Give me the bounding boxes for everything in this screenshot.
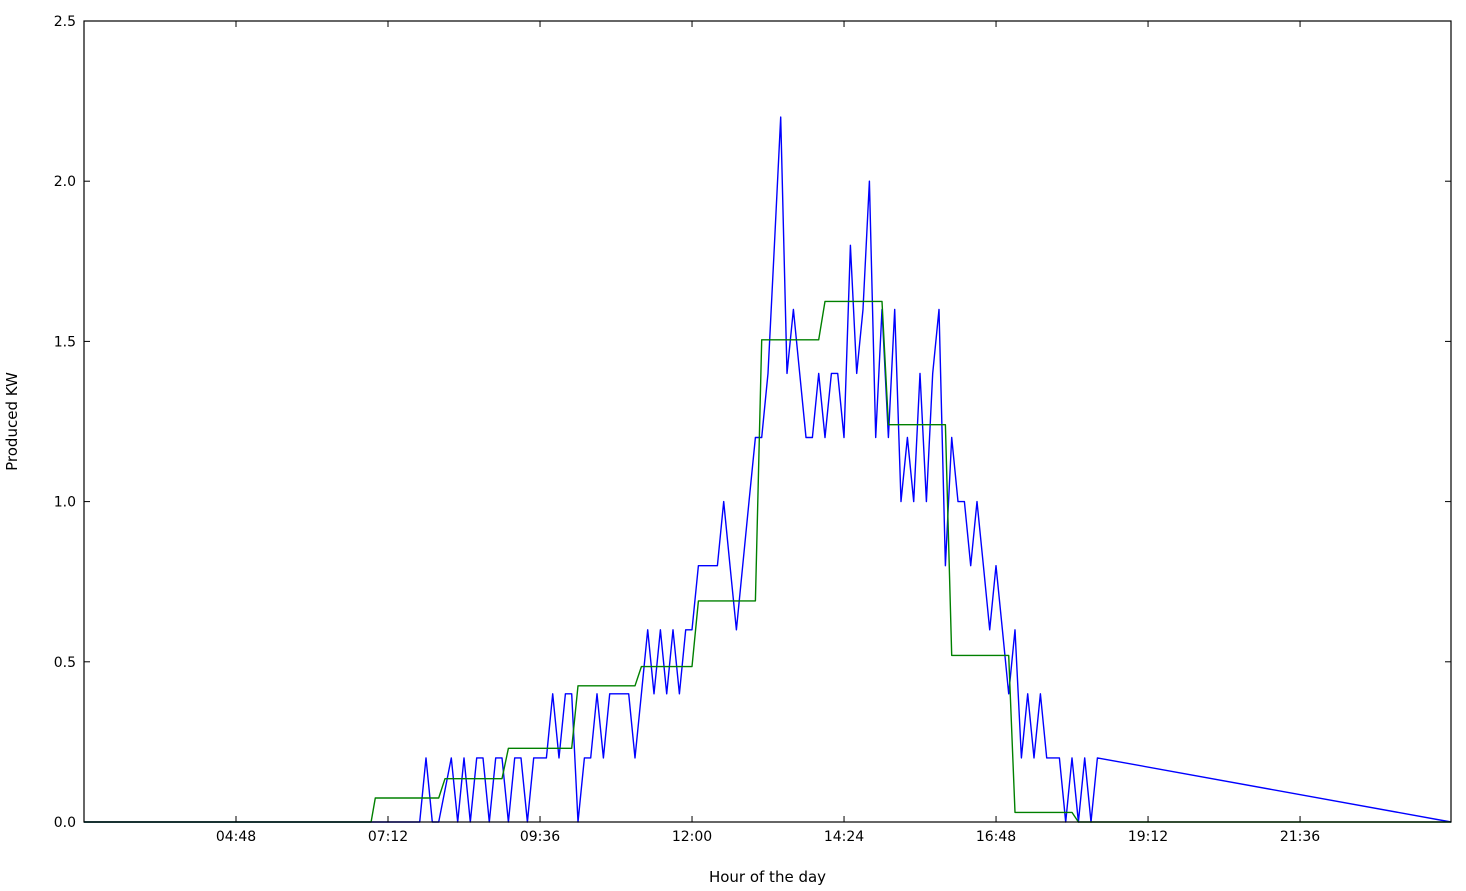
y-tick-label: 0.0 [54,815,76,831]
x-tick-label: 19:12 [1128,829,1168,845]
series-line-blue [84,116,1452,823]
y-tick-label: 1.0 [54,495,76,511]
series-layer [84,116,1452,823]
y-tick-label: 2.0 [54,174,76,190]
y-tick-label: 0.5 [54,655,76,671]
y-axis-label: Produced KW [3,372,21,471]
x-tick-label: 14:24 [824,829,864,845]
y-tick-label: 1.5 [54,334,76,350]
x-axis-label: Hour of the day [709,868,826,886]
y-axis: 0.0 0.5 1.0 1.5 2.0 2.5 [54,14,1451,831]
y-tick-label: 2.5 [54,14,76,30]
x-tick-label: 12:00 [672,829,712,845]
x-tick-label: 07:12 [368,829,408,845]
series-line-green [84,300,1451,823]
x-tick-label: 16:48 [976,829,1016,845]
x-tick-label: 09:36 [520,829,560,845]
x-axis: 04:48 07:12 09:36 12:00 14:24 16:48 19:12 21:36 [216,21,1320,845]
x-tick-label: 21:36 [1280,829,1320,845]
plot-frame [83,20,1452,823]
x-tick-label: 04:48 [216,829,256,845]
